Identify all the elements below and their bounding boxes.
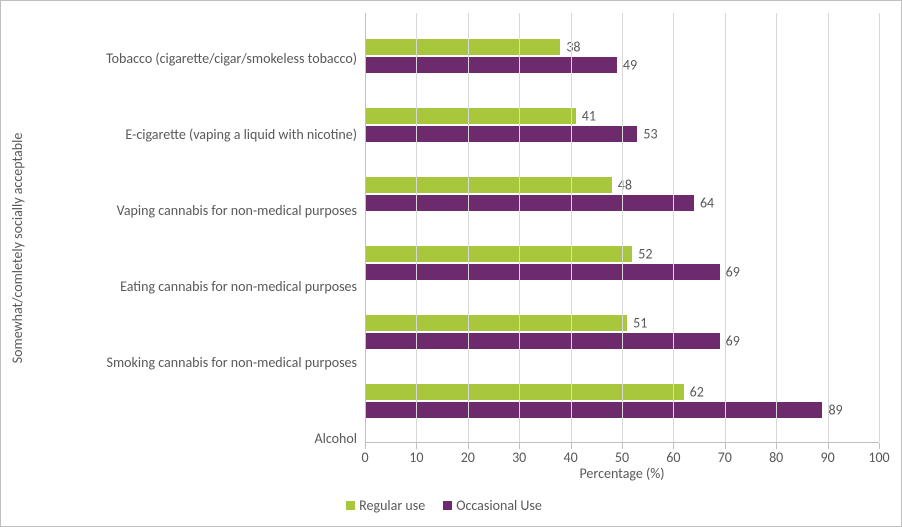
x-tick-label: 10: [409, 449, 423, 466]
gridline: [519, 13, 520, 442]
x-axis: Percentage (%) 0102030405060708090100: [365, 443, 879, 483]
bar: [365, 177, 612, 193]
category-label: Eating cannabis for non-medical purposes: [35, 279, 365, 296]
bar: [365, 108, 576, 124]
category-label: E-cigarette (vaping a liquid with nicoti…: [35, 127, 365, 144]
x-tick-label: 60: [666, 449, 680, 466]
legend-swatch-icon: [443, 501, 452, 510]
bar: [365, 195, 694, 211]
gridline: [468, 13, 469, 442]
x-tick-label: 100: [868, 449, 889, 466]
bar-value-label: 64: [694, 194, 714, 211]
bar-value-label: 62: [684, 384, 704, 401]
bar: [365, 402, 822, 418]
gridline: [416, 13, 417, 442]
gridline: [622, 13, 623, 442]
category-label: Alcohol: [35, 431, 365, 448]
x-tick-label: 80: [769, 449, 783, 466]
gridline: [725, 13, 726, 442]
bar: [365, 333, 720, 349]
gridline: [879, 13, 880, 442]
bar-value-label: 51: [627, 315, 647, 332]
x-tick-label: 40: [563, 449, 577, 466]
legend-label: Occasional Use: [456, 497, 542, 514]
category-labels-column: Tobacco (cigarette/cigar/smokeless tobac…: [35, 13, 365, 483]
legend-item: Occasional Use: [443, 497, 542, 514]
bar-value-label: 53: [637, 125, 657, 142]
chart-body: Somewhat/comletely socially acceptable T…: [9, 13, 879, 483]
category-label: Tobacco (cigarette/cigar/smokeless tobac…: [35, 51, 365, 68]
gridline: [673, 13, 674, 442]
bar: [365, 264, 720, 280]
chart-container: Somewhat/comletely socially acceptable T…: [0, 0, 902, 527]
plot-area: 384941534864526951696289: [365, 13, 879, 443]
bar: [365, 384, 684, 400]
gridline: [776, 13, 777, 442]
bar-value-label: 69: [720, 333, 740, 350]
legend-swatch-icon: [346, 501, 355, 510]
category-label: Vaping cannabis for non-medical purposes: [35, 203, 365, 220]
plot-outer: 384941534864526951696289 Percentage (%) …: [365, 13, 879, 483]
gridline: [365, 13, 366, 442]
gridline: [571, 13, 572, 442]
y-axis-title-column: Somewhat/comletely socially acceptable: [9, 13, 35, 483]
x-tick-label: 50: [615, 449, 629, 466]
bar-value-label: 49: [617, 56, 637, 73]
x-tick-label: 70: [718, 449, 732, 466]
bar: [365, 39, 560, 55]
bar-value-label: 69: [720, 264, 740, 281]
y-axis-title: Somewhat/comletely socially acceptable: [9, 133, 26, 364]
category-label: Smoking cannabis for non-medical purpose…: [35, 355, 365, 372]
gridline: [828, 13, 829, 442]
bar: [365, 57, 617, 73]
x-tick-label: 90: [820, 449, 834, 466]
legend-item: Regular use: [346, 497, 425, 514]
x-tick-label: 30: [512, 449, 526, 466]
x-axis-title: Percentage (%): [579, 465, 664, 482]
legend: Regular use Occasional Use: [9, 483, 879, 518]
bar: [365, 315, 627, 331]
bar-value-label: 52: [632, 246, 652, 263]
bar-value-label: 41: [576, 107, 596, 124]
bar-value-label: 89: [822, 402, 842, 419]
x-tick-label: 0: [361, 449, 368, 466]
bar: [365, 126, 637, 142]
bar: [365, 246, 632, 262]
legend-label: Regular use: [359, 497, 425, 514]
x-tick-label: 20: [461, 449, 475, 466]
